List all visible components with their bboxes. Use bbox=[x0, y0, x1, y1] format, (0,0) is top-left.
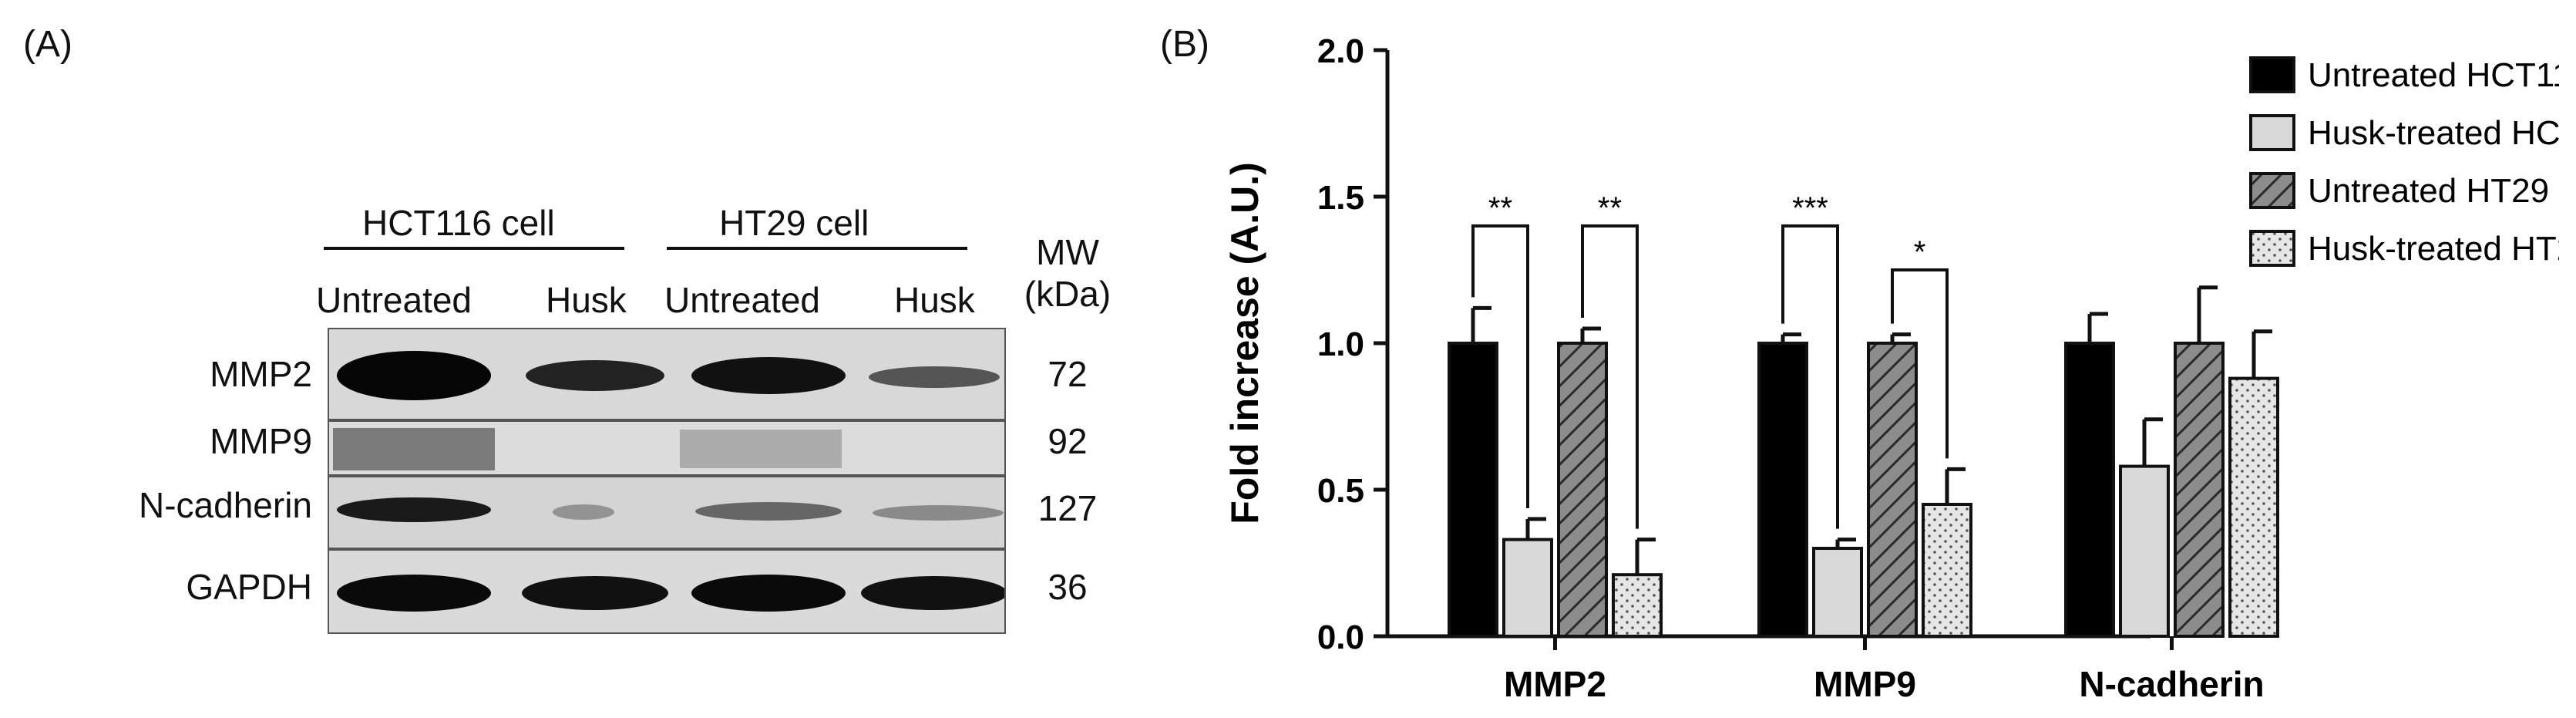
lane-label-4: Husk bbox=[894, 280, 975, 320]
legend-swatch bbox=[2249, 172, 2295, 209]
blot-band bbox=[680, 430, 842, 468]
y-tick-label: 1.5 bbox=[1317, 179, 1364, 217]
cell-line-underline-hct116 bbox=[324, 247, 624, 250]
y-tick-label: 0.0 bbox=[1317, 619, 1364, 656]
lane-label-1: Untreated bbox=[316, 280, 472, 320]
legend-label: Husk-treated HT29 bbox=[2308, 230, 2559, 268]
blot-strip-mmp2 bbox=[328, 328, 1006, 420]
bar bbox=[1502, 538, 1553, 638]
legend-label: Husk-treated HCT116 bbox=[2308, 114, 2559, 152]
mw-value-n-cadherin: 127 bbox=[1037, 488, 1098, 528]
blot-band bbox=[333, 428, 495, 470]
x-tick-label: MMP9 bbox=[1814, 664, 1916, 704]
bar bbox=[2064, 342, 2115, 638]
blot-strip-n-cadherin bbox=[328, 476, 1006, 549]
mw-header-line-1: MW bbox=[1036, 232, 1099, 272]
y-tick-label: 0.5 bbox=[1317, 472, 1364, 510]
blot-band bbox=[691, 575, 846, 612]
mw-header-line-2: (kDa) bbox=[1024, 274, 1111, 314]
row-label-n-cadherin: N-cadherin bbox=[139, 485, 312, 525]
bar bbox=[1612, 573, 1663, 639]
significance-label: ** bbox=[1598, 191, 1622, 225]
bar bbox=[1448, 342, 1498, 638]
lane-label-3: Untreated bbox=[664, 280, 821, 320]
blot-bands-mmp2 bbox=[337, 351, 1000, 400]
significance-label: ** bbox=[1488, 191, 1512, 225]
blot-band bbox=[695, 502, 842, 521]
bar bbox=[1922, 503, 1972, 638]
blot-band bbox=[861, 576, 1004, 610]
blot-bands-n-cadherin bbox=[337, 497, 1004, 522]
blot-bands-mmp9 bbox=[333, 428, 842, 470]
blot-bands-gapdh bbox=[337, 575, 1004, 612]
blot-strip-gapdh bbox=[328, 549, 1006, 634]
blot-band bbox=[869, 366, 1000, 388]
legend-swatch bbox=[2249, 114, 2295, 151]
significance-bracket bbox=[1781, 224, 1839, 529]
blot-band bbox=[337, 575, 491, 612]
row-label-mmp9: MMP9 bbox=[210, 421, 312, 461]
mw-value-mmp2: 72 bbox=[1048, 354, 1088, 394]
cell-line-label-ht29: HT29 cell bbox=[719, 203, 869, 243]
legend-label: Untreated HT29 bbox=[2308, 172, 2549, 210]
blot-band bbox=[526, 360, 664, 391]
cell-line-label-hct116: HCT116 cell bbox=[362, 203, 555, 243]
bar bbox=[1757, 342, 1808, 638]
blot-strip-mmp9 bbox=[328, 420, 1006, 476]
blot-band bbox=[337, 497, 491, 522]
bar bbox=[2228, 376, 2279, 638]
bar bbox=[2119, 464, 2170, 638]
panel-a-label: (A) bbox=[23, 24, 72, 65]
significance-bracket bbox=[1891, 268, 1949, 459]
mw-value-gapdh: 36 bbox=[1048, 567, 1088, 607]
bar-chart: 0.0 0.5 1.0 1.5 2.0 Fold increase (A.U.) MMP2 M… bbox=[1223, 32, 2559, 704]
bar bbox=[2174, 342, 2225, 638]
mw-header: MW (kDa) bbox=[1017, 231, 1118, 315]
legend-swatch bbox=[2249, 56, 2295, 93]
cell-line-underline-ht29 bbox=[667, 247, 967, 250]
significance-label: *** bbox=[1792, 191, 1828, 225]
row-label-gapdh: GAPDH bbox=[186, 567, 312, 607]
x-tick-label: N-cadherin bbox=[2079, 664, 2264, 704]
y-tick-label: 2.0 bbox=[1317, 32, 1364, 70]
bar bbox=[1812, 547, 1863, 638]
blot-band bbox=[522, 576, 668, 610]
significance-bracket bbox=[1581, 224, 1639, 529]
blot-band bbox=[553, 504, 614, 520]
legend-label: Untreated HCT116 bbox=[2308, 56, 2559, 94]
x-tick-label: MMP2 bbox=[1504, 664, 1606, 704]
y-tick-label: 1.0 bbox=[1317, 325, 1364, 363]
blot-band bbox=[873, 505, 1004, 521]
row-label-mmp2: MMP2 bbox=[210, 354, 312, 394]
legend-swatch bbox=[2249, 230, 2295, 267]
significance-bracket bbox=[1471, 224, 1529, 508]
blot-band bbox=[337, 351, 491, 400]
bar bbox=[1557, 342, 1608, 638]
panel-b-label: (B) bbox=[1160, 24, 1209, 65]
y-axis-title: Fold increase (A.U.) bbox=[1223, 162, 1266, 524]
significance-label: * bbox=[1914, 235, 1926, 269]
blot-band bbox=[691, 357, 846, 394]
mw-value-mmp9: 92 bbox=[1048, 421, 1088, 461]
lane-label-2: Husk bbox=[546, 280, 627, 320]
bar bbox=[1867, 342, 1918, 638]
